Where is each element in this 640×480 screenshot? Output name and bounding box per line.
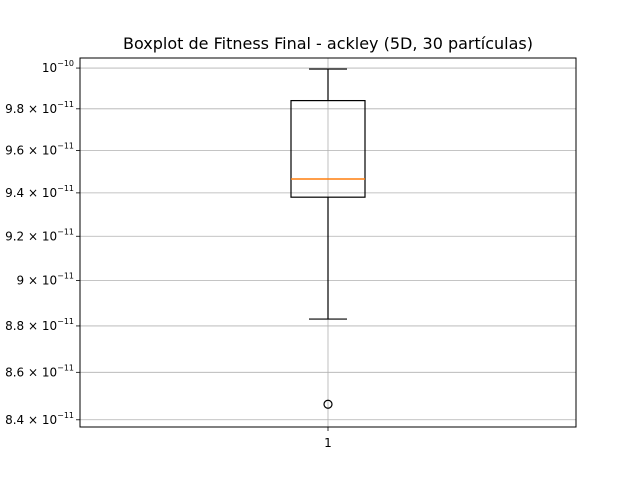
iqr-box — [290, 99, 366, 198]
y-tick-mantissa: 9 × 10 — [17, 274, 58, 288]
chart-title: Boxplot de Fitness Final - ackley (5D, 3… — [123, 34, 533, 53]
y-tick-exponent: −11 — [57, 227, 74, 236]
outlier-point — [323, 399, 333, 409]
y-tick-exponent: −10 — [57, 59, 74, 68]
y-tick-label: 8.4 × 10−11 — [5, 411, 74, 427]
y-tick-exponent: −11 — [57, 184, 74, 193]
y-tick-label: 9.8 × 10−11 — [5, 100, 74, 116]
y-tick-mantissa: 9.8 × 10 — [5, 102, 57, 116]
y-tick-mantissa: 8.4 × 10 — [5, 413, 57, 427]
y-tick-label: 10−10 — [42, 59, 74, 75]
y-tick-label: 9.4 × 10−11 — [5, 184, 74, 200]
x-axis-ticks: 1 — [324, 427, 332, 450]
y-tick-label: 9.2 × 10−11 — [5, 227, 74, 243]
y-tick-exponent: −11 — [57, 100, 74, 109]
y-tick-label: 9 × 10−11 — [17, 272, 74, 288]
y-tick-base: 10 — [42, 61, 57, 75]
y-tick-mantissa: 8.6 × 10 — [5, 365, 57, 379]
y-tick-exponent: −11 — [57, 411, 74, 420]
y-axis-ticks: 8.4 × 10−118.6 × 10−118.8 × 10−119 × 10−… — [5, 59, 80, 427]
y-tick-label: 8.6 × 10−11 — [5, 363, 74, 379]
x-tick-label: 1 — [324, 436, 332, 450]
y-tick-exponent: −11 — [57, 363, 74, 372]
y-tick-mantissa: 9.2 × 10 — [5, 229, 57, 243]
box-layer — [290, 68, 366, 409]
y-tick-label: 8.8 × 10−11 — [5, 317, 74, 333]
y-tick-exponent: −11 — [57, 141, 74, 150]
y-tick-mantissa: 9.6 × 10 — [5, 143, 57, 157]
y-tick-exponent: −11 — [57, 317, 74, 326]
y-tick-exponent: −11 — [57, 272, 74, 281]
y-tick-mantissa: 9.4 × 10 — [5, 186, 57, 200]
y-tick-mantissa: 8.8 × 10 — [5, 319, 57, 333]
y-tick-label: 9.6 × 10−11 — [5, 141, 74, 157]
